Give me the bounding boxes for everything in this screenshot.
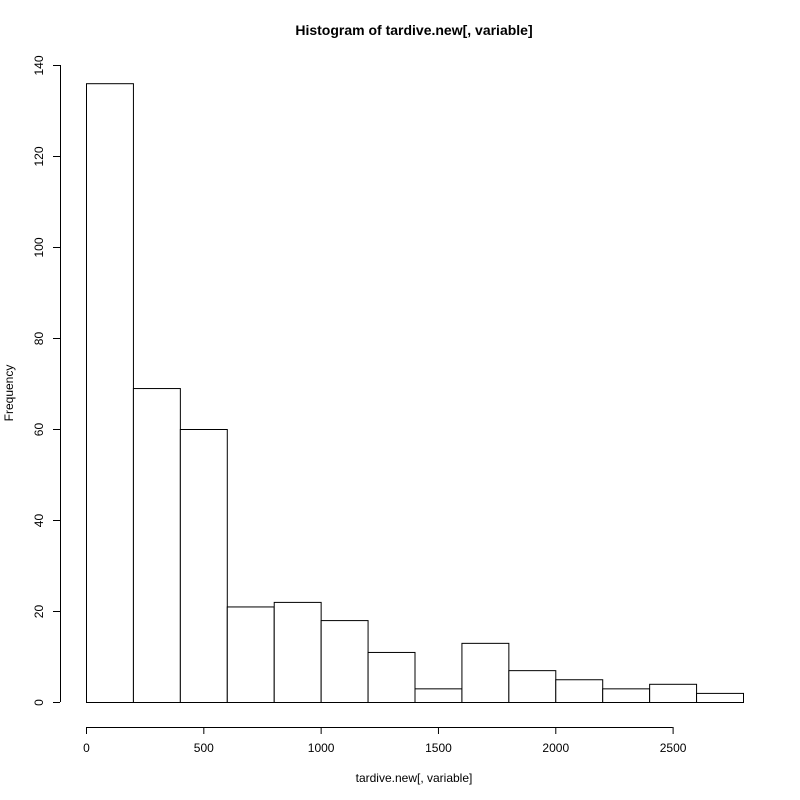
x-axis: 0 500 1000 1500 2000 2500 — [83, 727, 687, 755]
histogram-bar — [226, 606, 275, 704]
y-tick-label: 0 — [32, 699, 46, 706]
histogram-bar — [179, 429, 228, 703]
histogram-bar — [649, 683, 698, 703]
histogram-bar — [696, 692, 744, 704]
histogram-bar — [461, 642, 510, 703]
x-tick-label: 1500 — [425, 741, 452, 755]
y-tick-label: 60 — [32, 423, 46, 437]
histogram-bar — [320, 620, 369, 703]
histogram-bar — [414, 688, 463, 703]
histogram-bar — [273, 601, 322, 704]
histogram-bar — [508, 670, 557, 704]
x-tick-label: 2500 — [660, 741, 687, 755]
y-tick-label: 140 — [32, 55, 46, 75]
histogram-bar — [86, 83, 134, 703]
y-tick-label: 120 — [32, 146, 46, 166]
y-tick-label: 80 — [32, 332, 46, 346]
y-axis-label: Frequency — [2, 365, 16, 422]
bars-group — [86, 83, 744, 704]
x-tick-label: 500 — [194, 741, 214, 755]
histogram-bar — [555, 679, 604, 703]
x-axis-label: tardive.new[, variable] — [356, 771, 473, 785]
y-axis: 0 20 40 60 80 100 120 140 — [32, 55, 61, 706]
x-tick-label: 2000 — [542, 741, 569, 755]
histogram-bar — [132, 388, 181, 703]
y-tick-label: 40 — [32, 514, 46, 528]
x-tick-label: 1000 — [308, 741, 335, 755]
y-tick-label: 20 — [32, 605, 46, 619]
y-tick-label: 100 — [32, 237, 46, 257]
histogram-bar — [367, 651, 416, 704]
histogram-bar — [602, 688, 651, 703]
chart-title: Histogram of tardive.new[, variable] — [295, 22, 532, 38]
x-tick-label: 0 — [83, 741, 90, 755]
